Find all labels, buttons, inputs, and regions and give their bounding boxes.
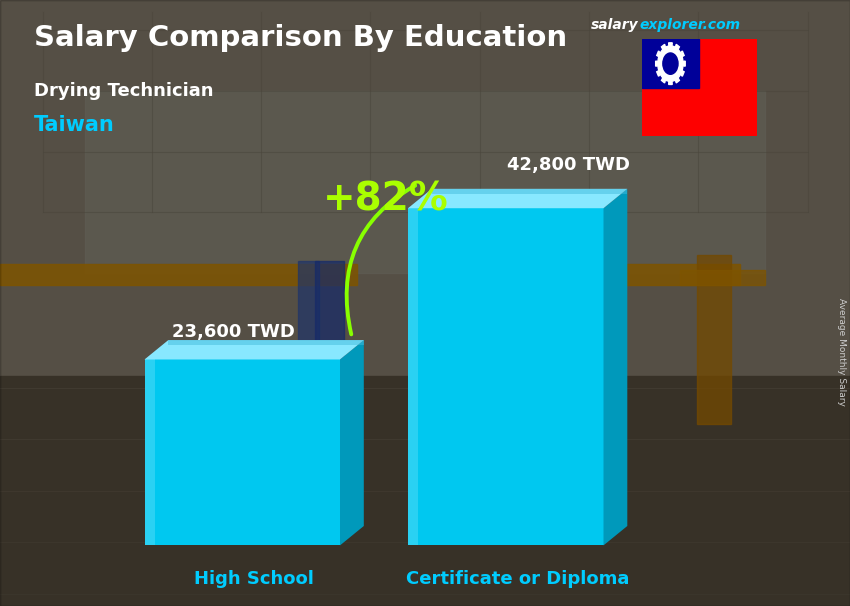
Polygon shape: [144, 359, 155, 545]
Polygon shape: [671, 51, 684, 64]
Circle shape: [663, 53, 678, 75]
Polygon shape: [657, 51, 671, 64]
Text: 23,600 TWD: 23,600 TWD: [173, 323, 295, 341]
Polygon shape: [661, 44, 671, 64]
Text: Taiwan: Taiwan: [34, 115, 115, 135]
Polygon shape: [655, 61, 671, 66]
Bar: [680, 270, 765, 285]
Text: explorer.com: explorer.com: [639, 18, 740, 32]
Text: 42,800 TWD: 42,800 TWD: [507, 156, 630, 174]
Polygon shape: [671, 64, 684, 76]
Polygon shape: [657, 64, 671, 76]
Polygon shape: [671, 61, 685, 66]
Polygon shape: [408, 189, 627, 208]
Polygon shape: [168, 340, 364, 345]
Text: High School: High School: [194, 570, 314, 588]
Polygon shape: [340, 340, 364, 545]
Text: Average Monthly Salary: Average Monthly Salary: [836, 298, 846, 405]
Bar: [442, 264, 740, 285]
Bar: [0, 264, 357, 285]
Bar: [697, 255, 731, 424]
Bar: [0, 376, 850, 606]
Text: salary: salary: [591, 18, 638, 32]
Polygon shape: [671, 44, 679, 64]
Polygon shape: [671, 64, 679, 83]
Polygon shape: [604, 189, 627, 545]
Circle shape: [658, 46, 683, 81]
FancyArrowPatch shape: [347, 185, 415, 335]
Text: +82%: +82%: [323, 181, 449, 218]
Polygon shape: [432, 189, 627, 194]
Polygon shape: [669, 43, 672, 64]
Bar: [298, 261, 319, 394]
Bar: [85, 91, 765, 273]
Bar: [527, 261, 548, 394]
Polygon shape: [669, 64, 672, 84]
Polygon shape: [144, 359, 340, 545]
Text: Drying Technician: Drying Technician: [34, 82, 213, 100]
Polygon shape: [144, 340, 364, 359]
Bar: [0, 0, 850, 376]
Polygon shape: [661, 64, 671, 83]
Polygon shape: [408, 208, 604, 545]
Polygon shape: [408, 208, 418, 545]
Bar: [642, 39, 699, 88]
Text: Salary Comparison By Education: Salary Comparison By Education: [34, 24, 567, 52]
Bar: [314, 261, 344, 394]
Text: Certificate or Diploma: Certificate or Diploma: [406, 570, 629, 588]
